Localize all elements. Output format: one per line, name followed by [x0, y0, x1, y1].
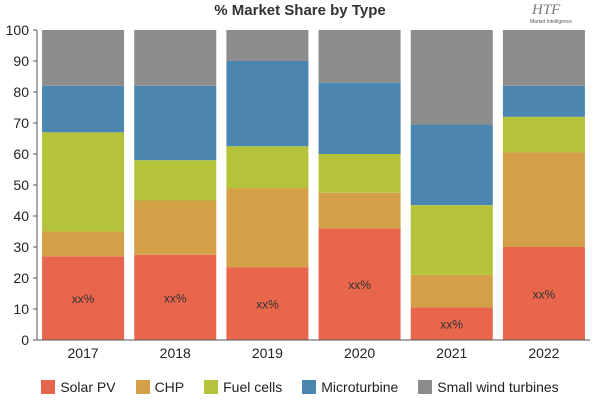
data-label: xx%	[348, 278, 371, 292]
bar-segment-small-wind-turbines	[42, 30, 125, 86]
legend-label-microturbine: Microturbine	[321, 379, 399, 395]
legend-item-microturbine: Microturbine	[302, 379, 398, 395]
bar-segment-chp	[502, 152, 585, 247]
y-tick-label: 20	[13, 270, 29, 286]
legend: Solar PV CHP Fuel cells Microturbine Sma…	[0, 376, 600, 398]
bar-segment-microturbine	[42, 85, 125, 133]
legend-item-fuel-cells: Fuel cells	[204, 379, 282, 395]
bar-segment-chp	[42, 231, 125, 257]
bar-segment-solar-pv	[410, 307, 493, 340]
x-tick-label: 2020	[344, 345, 375, 361]
bar-segment-small-wind-turbines	[134, 30, 217, 86]
bar-segment-fuel-cells	[502, 116, 585, 153]
bar-segment-fuel-cells	[134, 160, 217, 201]
bar-segment-small-wind-turbines	[318, 30, 401, 83]
legend-swatch-chp	[135, 380, 150, 394]
bar-segment-microturbine	[502, 85, 585, 117]
y-tick-label: 50	[13, 177, 29, 193]
legend-label-fuel-cells: Fuel cells	[223, 379, 283, 395]
bar-segment-solar-pv	[502, 247, 585, 340]
bar-segment-solar-pv	[134, 254, 217, 340]
x-tick-label: 2021	[436, 345, 467, 361]
bar-segment-fuel-cells	[410, 205, 493, 275]
legend-swatch-solar-pv	[41, 380, 56, 394]
legend-item-solar-pv: Solar PV	[41, 379, 116, 395]
y-tick-label: 40	[13, 208, 29, 224]
x-tick-label: 2022	[528, 345, 559, 361]
bar-segment-chp	[318, 192, 401, 229]
legend-label-solar-pv: Solar PV	[60, 379, 116, 395]
htf-logo: HTF Market Intelligence	[528, 2, 586, 28]
data-label: xx%	[256, 298, 279, 312]
bar-segment-solar-pv	[42, 256, 125, 340]
bar-segment-fuel-cells	[318, 154, 401, 193]
legend-swatch-microturbine	[302, 380, 317, 394]
bar-segment-microturbine	[226, 61, 309, 147]
bar-segment-chp	[410, 274, 493, 308]
y-tick-label: 90	[13, 53, 29, 69]
data-label: xx%	[164, 291, 187, 305]
legend-label-chp: CHP	[154, 379, 185, 395]
y-tick-label: 10	[13, 301, 29, 317]
data-label: xx%	[72, 292, 95, 306]
logo-subtitle: Market Intelligence	[530, 19, 572, 25]
legend-swatch-small-wind-turbines	[418, 380, 433, 394]
y-tick-label: 100	[6, 22, 30, 38]
legend-item-small-wind-turbines: Small wind turbines	[418, 379, 559, 395]
data-label: xx%	[440, 318, 463, 332]
bar-segment-chp	[134, 200, 217, 255]
bar-segment-chp	[226, 188, 309, 268]
legend-item-chp: CHP	[135, 379, 185, 395]
bar-segment-small-wind-turbines	[502, 30, 585, 86]
x-tick-label: 2018	[160, 345, 191, 361]
x-tick-label: 2017	[68, 345, 99, 361]
y-tick-label: 0	[21, 332, 29, 348]
x-tick-label: 2019	[252, 345, 283, 361]
y-tick-label: 60	[13, 146, 29, 162]
bar-segment-microturbine	[134, 85, 217, 161]
legend-swatch-fuel-cells	[204, 380, 219, 394]
data-label: xx%	[533, 288, 556, 302]
bar-segment-fuel-cells	[42, 132, 125, 232]
y-tick-label: 30	[13, 239, 29, 255]
y-tick-label: 80	[13, 84, 29, 100]
chart-title: % Market Share by Type	[214, 2, 386, 19]
bar-segment-solar-pv	[318, 228, 401, 340]
y-tick-label: 70	[13, 115, 29, 131]
bar-segment-small-wind-turbines	[226, 30, 309, 61]
bar-segment-small-wind-turbines	[410, 30, 493, 125]
bar-segment-solar-pv	[226, 267, 309, 340]
stacked-bar-chart: 0 10 20 30 40 50 60 70 80 90 100 xx% 2017 xx% 2018 xx% 2…	[6, 22, 590, 361]
logo-brand: HTF	[532, 2, 561, 18]
bar-segment-microturbine	[410, 124, 493, 206]
bar-segment-microturbine	[318, 82, 401, 154]
legend-label-small-wind-turbines: Small wind turbines	[437, 379, 559, 395]
bar-segment-fuel-cells	[226, 146, 309, 189]
